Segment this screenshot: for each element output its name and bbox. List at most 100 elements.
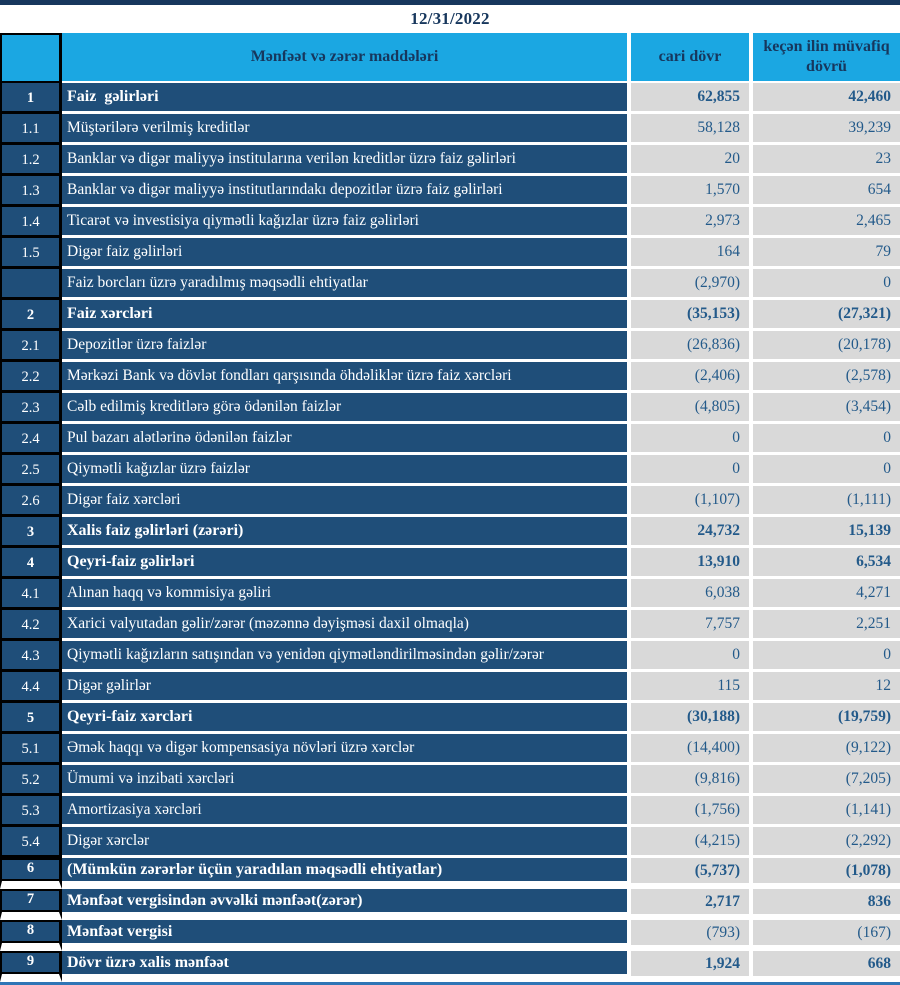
table-row: 5.2 Ümumi və inzibati xərcləri (9,816) (…	[0, 765, 900, 796]
table-row: 5.4 Digər xərclər (4,215) (2,292)	[0, 827, 900, 858]
current-period-value: (2,406)	[627, 362, 749, 393]
row-label: Banklar və digər maliyyə institularına v…	[62, 145, 627, 176]
current-period-value: (793)	[627, 920, 749, 951]
table-row: 6 (Mümkün zərərlər üçün yaradılan məqsəd…	[0, 858, 900, 889]
previous-period-value: (19,759)	[749, 703, 900, 734]
previous-period-value: 668	[749, 951, 900, 982]
previous-period-value: 15,139	[749, 517, 900, 548]
table-row: 4.4 Digər gəlirlər 115 12	[0, 672, 900, 703]
bottom-border-line	[0, 982, 900, 985]
previous-period-value: (9,122)	[749, 734, 900, 765]
row-number: 8	[0, 920, 62, 951]
current-period-header: cari dövr	[627, 33, 749, 83]
row-number: 1.5	[0, 238, 62, 269]
current-period-value: 6,038	[627, 579, 749, 610]
row-number: 4.2	[0, 610, 62, 641]
table-row: 2 Faiz xərcləri (35,153) (27,321)	[0, 300, 900, 331]
row-number: 2.5	[0, 455, 62, 486]
row-label: Xalis faiz gəlirləri (zərəri)	[62, 517, 627, 548]
row-label: (Mümkün zərərlər üçün yaradılan məqsədli…	[62, 858, 627, 889]
row-number: 6	[0, 858, 62, 889]
current-period-value: 0	[627, 641, 749, 672]
previous-period-value: 79	[749, 238, 900, 269]
current-period-value: (1,107)	[627, 486, 749, 517]
table-row: 1.3 Banklar və digər maliyyə institutlar…	[0, 176, 900, 207]
current-period-value: 7,757	[627, 610, 749, 641]
current-period-value: 62,855	[627, 83, 749, 114]
table-row: 2.6 Digər faiz xərcləri (1,107) (1,111)	[0, 486, 900, 517]
row-label: Ümumi və inzibati xərcləri	[62, 765, 627, 796]
previous-period-value: 654	[749, 176, 900, 207]
items-header: Mənfəət və zərər maddələri	[62, 33, 627, 83]
row-number: 1.3	[0, 176, 62, 207]
row-label: Depozitlər üzrə faizlər	[62, 331, 627, 362]
previous-period-value: (3,454)	[749, 393, 900, 424]
row-label: Alınan haqq və kommisiya gəliri	[62, 579, 627, 610]
table-row: 7 Mənfəət vergisindən əvvəlki mənfəət(zə…	[0, 889, 900, 920]
current-period-value: 2,717	[627, 889, 749, 920]
current-period-value: 1,924	[627, 951, 749, 982]
row-number: 5.2	[0, 765, 62, 796]
row-number: 2.3	[0, 393, 62, 424]
current-period-value: (4,805)	[627, 393, 749, 424]
current-period-value: 24,732	[627, 517, 749, 548]
table-row: 2.1 Depozitlər üzrə faizlər (26,836) (20…	[0, 331, 900, 362]
row-number: 4.1	[0, 579, 62, 610]
row-label: Qiymətli kağızlar üzrə faizlər	[62, 455, 627, 486]
previous-period-value: 6,534	[749, 548, 900, 579]
previous-period-value: 23	[749, 145, 900, 176]
row-label: Mənfəət vergisindən əvvəlki mənfəət(zərə…	[62, 889, 627, 920]
row-label: Qeyri-faiz gəlirləri	[62, 548, 627, 579]
row-label: Digər xərclər	[62, 827, 627, 858]
row-label: Digər faiz xərcləri	[62, 486, 627, 517]
table-row: 8 Mənfəət vergisi (793) (167)	[0, 920, 900, 951]
row-number: 5.3	[0, 796, 62, 827]
table-row: 1.2 Banklar və digər maliyyə instituları…	[0, 145, 900, 176]
row-number: 4	[0, 548, 62, 579]
row-label: Digər faiz gəlirləri	[62, 238, 627, 269]
previous-period-value: (2,292)	[749, 827, 900, 858]
previous-period-value: (167)	[749, 920, 900, 951]
previous-period-value: (1,078)	[749, 858, 900, 889]
current-period-value: 0	[627, 424, 749, 455]
current-period-value: 58,128	[627, 114, 749, 145]
current-period-value: 2,973	[627, 207, 749, 238]
row-number: 2.6	[0, 486, 62, 517]
row-label: Dövr üzrə xalis mənfəət	[62, 951, 627, 982]
row-label: Faiz borcları üzrə yaradılmış məqsədli e…	[62, 269, 627, 300]
previous-period-value: 2,251	[749, 610, 900, 641]
row-label: Ticarət və investisiya qiymətli kağızlar…	[62, 207, 627, 238]
header-row: Mənfəət və zərər maddələri cari dövr keç…	[0, 33, 900, 83]
current-period-value: (26,836)	[627, 331, 749, 362]
previous-period-value: 12	[749, 672, 900, 703]
current-period-value: (30,188)	[627, 703, 749, 734]
table-row: 2.5 Qiymətli kağızlar üzrə faizlər 0 0	[0, 455, 900, 486]
current-period-value: (4,215)	[627, 827, 749, 858]
previous-period-value: (1,141)	[749, 796, 900, 827]
row-number: 2.4	[0, 424, 62, 455]
current-period-value: (14,400)	[627, 734, 749, 765]
current-period-value: 1,570	[627, 176, 749, 207]
row-label: Xarici valyutadan gəlir/zərər (məzənnə d…	[62, 610, 627, 641]
previous-period-value: 0	[749, 424, 900, 455]
row-label: Qeyri-faiz xərcləri	[62, 703, 627, 734]
table-row: 4 Qeyri-faiz gəlirləri 13,910 6,534	[0, 548, 900, 579]
current-period-value: 20	[627, 145, 749, 176]
current-period-value: (5,737)	[627, 858, 749, 889]
row-label: Faiz xərcləri	[62, 300, 627, 331]
current-period-value: 164	[627, 238, 749, 269]
table-header: Mənfəət və zərər maddələri cari dövr keç…	[0, 33, 900, 83]
report-date-title: 12/31/2022	[410, 9, 490, 28]
row-number: 5.1	[0, 734, 62, 765]
row-number: 7	[0, 889, 62, 920]
row-number: 4.3	[0, 641, 62, 672]
table-row: 4.2 Xarici valyutadan gəlir/zərər (məzən…	[0, 610, 900, 641]
previous-period-value: (7,205)	[749, 765, 900, 796]
row-number: 9	[0, 951, 62, 982]
previous-period-value: 39,239	[749, 114, 900, 145]
previous-period-value: 0	[749, 455, 900, 486]
row-label: Qiymətli kağızların satışından və yenidə…	[62, 641, 627, 672]
row-number: 4.4	[0, 672, 62, 703]
current-period-value: (1,756)	[627, 796, 749, 827]
row-label: Pul bazarı alətlərinə ödənilən faizlər	[62, 424, 627, 455]
